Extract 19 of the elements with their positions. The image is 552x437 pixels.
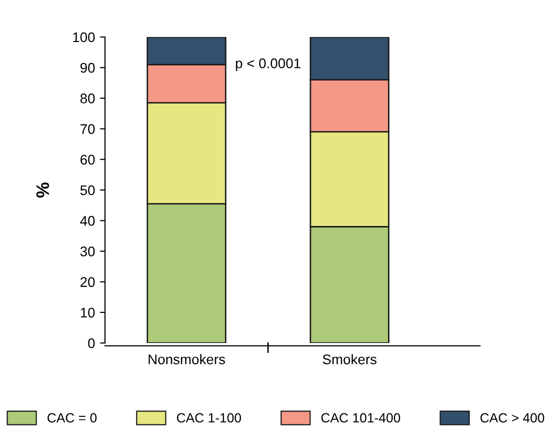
y-tick-label: 30: [80, 246, 95, 256]
y-tick-label: 90: [80, 62, 95, 73]
y-tick-label: 50: [80, 185, 95, 196]
y-tick-label: 100: [73, 32, 95, 42]
x-tick-label: Nonsmokers: [148, 354, 225, 364]
y-tick-label: 40: [80, 216, 95, 226]
legend-label: CAC = 0: [48, 413, 97, 423]
y-tick-label: 70: [80, 124, 95, 134]
legend-label: CAC > 400: [480, 413, 544, 423]
y-tick-label: 60: [80, 154, 95, 165]
y-axis-title: %: [36, 182, 50, 198]
annotation: p < 0.0001: [236, 58, 300, 72]
x-tick-label: Smokers: [322, 354, 376, 364]
y-tick-label: 0: [88, 338, 95, 348]
legend-label: CAC 1-100: [176, 413, 242, 423]
y-tick-label: 20: [80, 277, 95, 287]
y-tick-label: 80: [80, 94, 95, 104]
legend-label: CAC 101-400: [321, 413, 400, 423]
y-tick-label: 10: [80, 308, 95, 318]
